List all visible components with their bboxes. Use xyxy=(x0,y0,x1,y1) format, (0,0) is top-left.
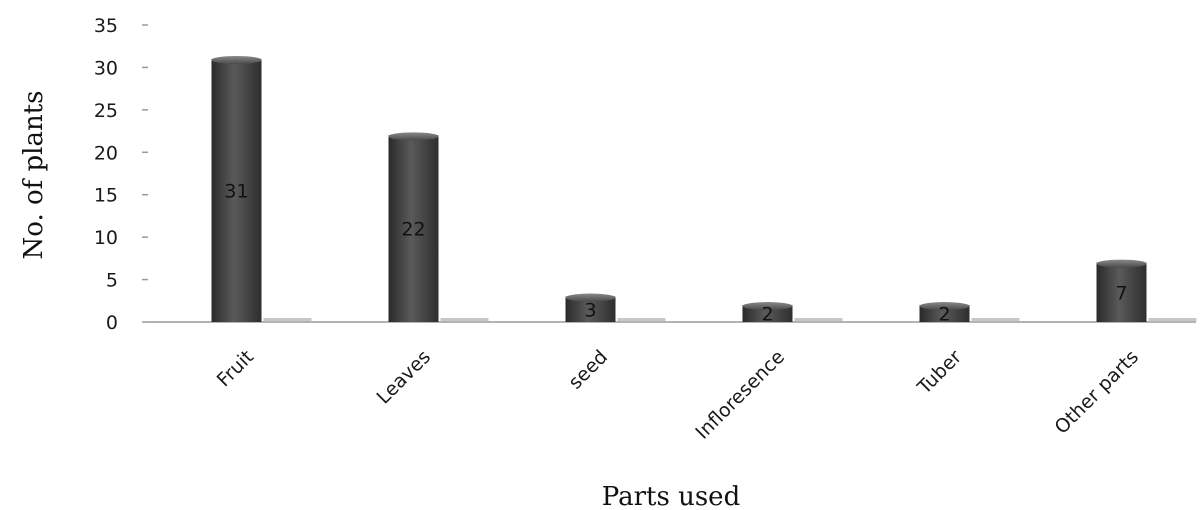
bar-cap xyxy=(388,132,439,141)
bar-shadow xyxy=(440,318,489,321)
bar-shadow xyxy=(971,318,1020,321)
x-tick-label: Fruit xyxy=(213,346,258,391)
bar-cap xyxy=(742,302,793,311)
bar xyxy=(1096,262,1147,322)
y-tick-label: 20 xyxy=(94,142,118,164)
data-label: 2 xyxy=(938,304,950,326)
bar-cap xyxy=(211,55,262,64)
x-tick-label: Infloresence xyxy=(691,346,789,444)
y-tick-label: 15 xyxy=(94,185,118,207)
category-labels: Fruit Leaves seed Infloresence Tuber Other pa… xyxy=(213,346,1143,444)
y-axis-ticks: 0 5 10 15 20 25 30 35 xyxy=(94,15,148,334)
bar xyxy=(388,135,439,322)
x-tick-label: seed xyxy=(564,346,612,394)
y-tick-label: 5 xyxy=(106,270,118,292)
y-tick-label: 25 xyxy=(94,100,118,122)
y-axis-title: No. of plants xyxy=(19,90,49,259)
data-label: 31 xyxy=(224,180,248,202)
bar xyxy=(211,58,262,322)
y-tick-label: 30 xyxy=(94,57,118,79)
bar-shadow xyxy=(794,318,843,321)
x-axis-title: Parts used xyxy=(602,482,740,510)
x-tick-label: Leaves xyxy=(373,346,436,409)
y-tick-label: 0 xyxy=(106,312,118,334)
data-label: 2 xyxy=(761,304,773,326)
y-tick-label: 35 xyxy=(94,15,118,37)
bar-shadow xyxy=(1148,318,1197,321)
bar-cap xyxy=(919,302,970,311)
y-tick-label: 10 xyxy=(94,227,118,249)
data-label: 22 xyxy=(401,219,425,241)
bar-cap xyxy=(1096,259,1147,268)
data-label: 7 xyxy=(1115,282,1127,304)
x-tick-label: Tuber xyxy=(913,346,966,399)
x-tick-label: Other parts xyxy=(1051,346,1144,439)
data-label: 3 xyxy=(584,299,596,321)
bar-shadow xyxy=(617,318,666,321)
bar-shadow xyxy=(263,318,312,321)
bar-cap xyxy=(565,293,616,302)
